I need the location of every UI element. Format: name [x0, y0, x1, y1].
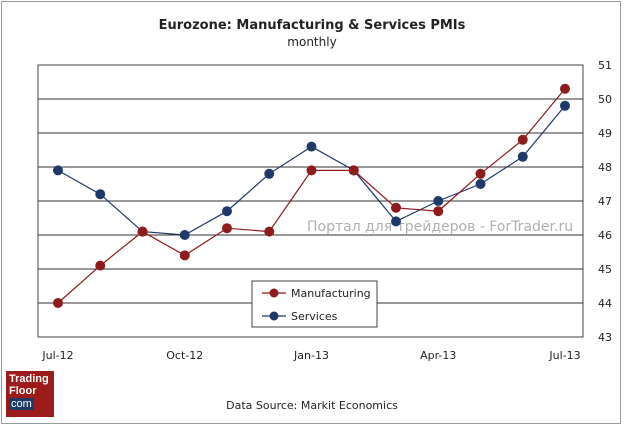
data-point-services [560, 100, 570, 111]
data-point-services [95, 189, 106, 200]
data-point-services [475, 179, 486, 189]
y-tick-label: 48 [598, 161, 612, 174]
y-tick-label: 45 [598, 263, 612, 276]
plot-area-border [37, 64, 584, 338]
chart-subtitle: monthly [287, 35, 336, 49]
x-tick-label: Apr-13 [420, 349, 456, 362]
data-point-manufacturing [348, 165, 359, 176]
data-point-manufacturing [433, 206, 444, 217]
data-point-manufacturing [391, 202, 401, 213]
data-point-manufacturing [222, 223, 232, 234]
data-point-manufacturing [517, 134, 528, 145]
legend: Manufacturing Services [251, 280, 378, 328]
legend-marker-manufacturing [269, 288, 279, 298]
data-point-services [391, 216, 401, 227]
data-point-manufacturing [137, 226, 148, 237]
data-point-services [264, 168, 275, 179]
data-point-manufacturing [53, 298, 63, 308]
data-point-services [53, 165, 63, 176]
data-point-services [433, 196, 444, 206]
x-tick-label: Jul-13 [548, 349, 580, 362]
data-point-services [517, 151, 528, 162]
legend-label-manufacturing: Manufacturing [291, 287, 371, 300]
legend-marker-services [269, 311, 279, 321]
x-tick-label: Jan-13 [293, 349, 329, 362]
data-source: Data Source: Markit Economics [226, 399, 398, 412]
y-tick-label: 43 [598, 331, 612, 344]
chart-title: Eurozone: Manufacturing & Services PMIs [159, 18, 466, 33]
data-point-services [179, 230, 190, 240]
data-point-manufacturing [95, 260, 106, 271]
legend-label-services: Services [291, 310, 338, 323]
y-tick-label: 50 [598, 93, 612, 106]
x-tick-label: Jul-12 [41, 349, 73, 362]
y-tick-label: 44 [598, 297, 612, 310]
data-point-manufacturing [306, 165, 317, 176]
watermark: Портал для трейдеров - ForTrader.ru [307, 219, 573, 235]
data-point-manufacturing [475, 168, 486, 179]
data-point-services [222, 206, 232, 217]
y-tick-label: 47 [598, 195, 612, 208]
data-point-manufacturing [179, 250, 190, 261]
x-tick-label: Oct-12 [166, 349, 203, 362]
data-point-services [306, 141, 317, 152]
data-point-manufacturing [560, 83, 570, 94]
y-tick-label: 49 [598, 127, 612, 140]
series-line-manufacturing [57, 88, 566, 304]
y-tick-label: 51 [598, 59, 612, 72]
tradingfloor-logo: Trading Floor com [6, 371, 54, 417]
y-tick-label: 46 [598, 229, 612, 242]
data-point-manufacturing [264, 226, 275, 237]
